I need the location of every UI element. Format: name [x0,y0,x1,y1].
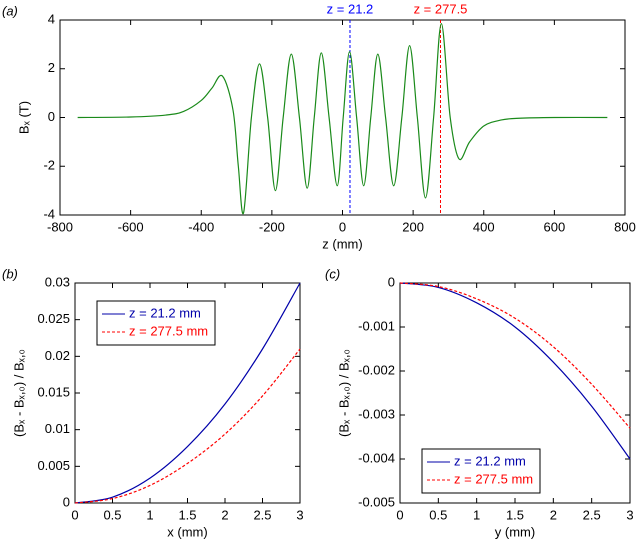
legend-label: z = 21.2 mm [129,305,201,320]
x-tick-label: 3 [626,507,633,522]
series-line [74,348,301,504]
series-line [77,23,608,215]
x-tick-label: 3 [296,507,303,522]
y-axis-label: (Bₓ - Bₓ,₀) / Bₓ,₀ [11,349,26,437]
x-tick-label: 1.5 [506,507,524,522]
marker-label: z = 21.2 [327,1,374,16]
x-axis-label: z (mm) [322,236,362,251]
legend-label: z = 21.2 mm [454,453,526,468]
series-line [74,282,301,504]
y-tick-label: 2 [48,60,55,75]
x-tick-label: -800 [47,219,73,234]
y-tick-label: -0.005 [358,494,395,509]
y-axis-label: (Bₓ - Bₓ,₀) / Bₓ,₀ [336,349,351,437]
panel-label: (a) [2,3,18,18]
y-tick-label: 0 [48,109,55,124]
x-tick-label: 1 [146,507,153,522]
y-tick-label: 4 [48,11,55,26]
x-tick-label: 2.5 [253,507,271,522]
x-tick-label: 0 [396,507,403,522]
x-tick-label: 0.5 [103,507,121,522]
x-tick-label: -400 [188,219,214,234]
y-tick-label: 0.03 [45,274,70,289]
x-tick-label: 2.5 [583,507,601,522]
y-tick-label: -0.002 [358,362,395,377]
legend-label: z = 277.5 mm [129,323,208,338]
y-tick-label: -0.001 [358,318,395,333]
legend-label: z = 277.5 mm [454,471,533,486]
y-tick-label: 0.025 [37,311,70,326]
series-line [399,282,631,460]
x-tick-label: 2 [550,507,557,522]
x-tick-label: 0.5 [429,507,447,522]
marker-label: z = 277.5 [414,1,468,16]
x-axis-label: y (mm) [495,524,535,539]
y-tick-label: 0.01 [45,421,70,436]
y-axis-label: Bₓ (T) [16,101,31,134]
legend-box [96,300,216,346]
y-tick-label: 0 [388,274,395,289]
panel-label: (c) [325,266,340,281]
x-tick-label: -600 [118,219,144,234]
y-tick-label: 0.005 [37,458,70,473]
y-tick-label: 0.015 [37,384,70,399]
y-tick-label: -2 [43,158,55,173]
panel-label: (b) [2,266,18,281]
y-tick-label: 0 [63,494,70,509]
x-tick-label: 0 [339,219,346,234]
x-tick-label: 400 [473,219,495,234]
x-tick-label: -200 [259,219,285,234]
legend-box [421,448,541,494]
y-tick-label: -0.004 [358,450,395,465]
y-tick-label: -4 [43,206,55,221]
x-axis-label: x (mm) [167,524,207,539]
x-tick-label: 600 [544,219,566,234]
x-tick-label: 0 [71,507,78,522]
y-tick-label: 0.02 [45,348,70,363]
x-tick-label: 800 [614,219,636,234]
y-tick-label: -0.003 [358,406,395,421]
series-line [399,282,631,429]
x-tick-label: 1.5 [178,507,196,522]
x-tick-label: 2 [221,507,228,522]
x-tick-label: 1 [473,507,480,522]
x-tick-label: 200 [402,219,424,234]
